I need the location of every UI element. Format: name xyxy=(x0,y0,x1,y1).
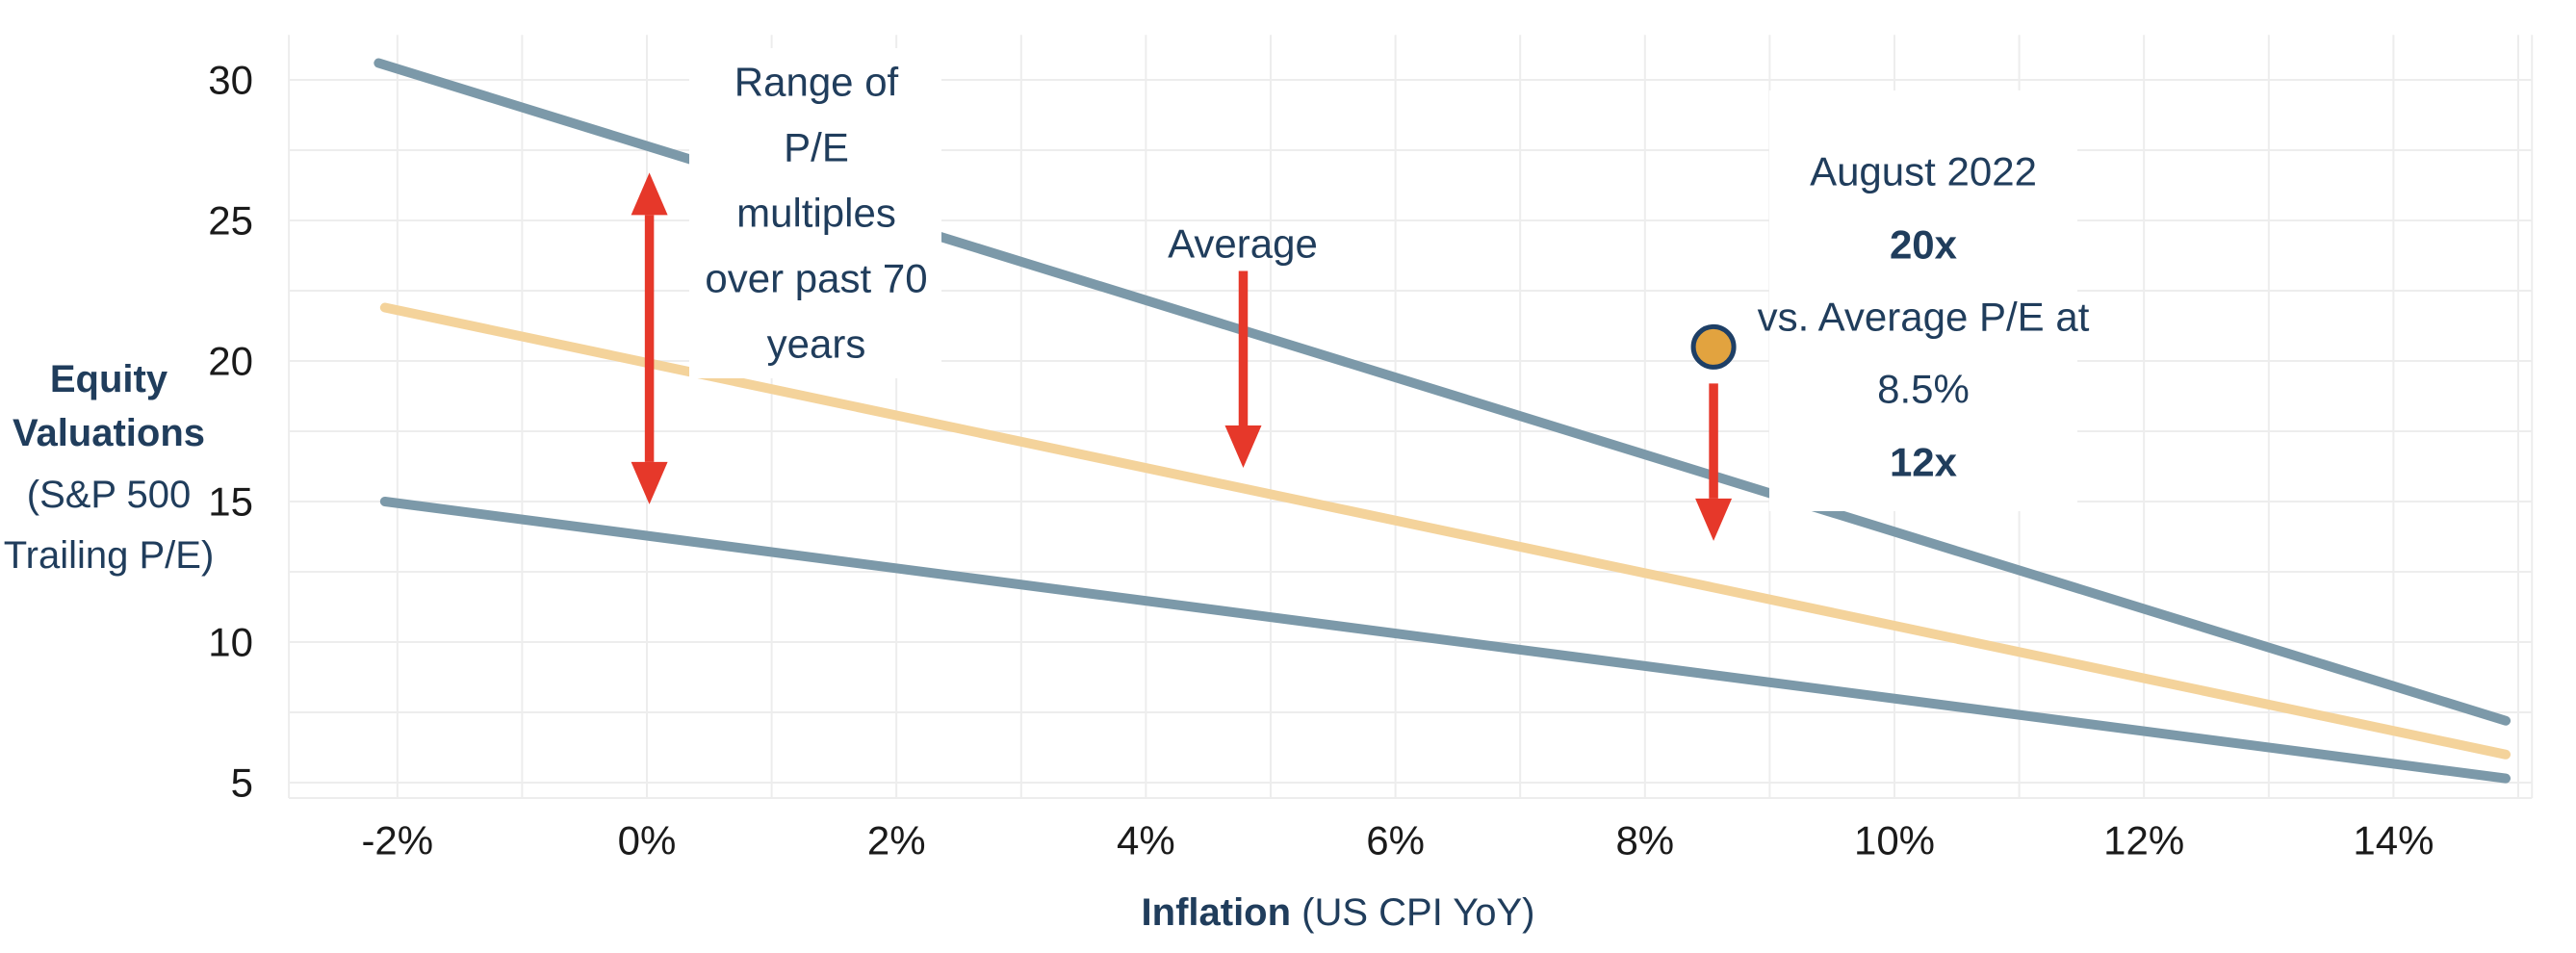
y-tick-label: 25 xyxy=(208,198,253,244)
y-tick-label: 15 xyxy=(208,479,253,525)
series-line-pe-range-lower xyxy=(379,497,2512,784)
x-tick-label: 6% xyxy=(1366,818,1425,863)
y-axis-title-line: Valuations xyxy=(13,412,205,454)
y-axis-title: Equity Valuations (S&P 500 Trailing P/E) xyxy=(4,358,215,577)
x-tick-label: 0% xyxy=(618,818,677,863)
august-annotation-line: 8.5% xyxy=(1877,367,1970,412)
august-2022-point xyxy=(1690,323,1737,370)
pe-range-span-arrow-head-up xyxy=(631,172,668,216)
annotation-arrows xyxy=(631,172,1733,541)
august-annotation-line: August 2022 xyxy=(1810,149,2037,194)
august-annotation-line: 20x xyxy=(1890,222,1958,268)
y-axis-title-line: (S&P 500 xyxy=(27,474,192,516)
range-annotation-line: Range of xyxy=(734,60,899,105)
x-tick-label: 14% xyxy=(2353,818,2434,863)
average-pointer-arrow-head-down xyxy=(1224,425,1262,468)
x-tick-label: 8% xyxy=(1615,818,1674,863)
x-tick-label: 4% xyxy=(1117,818,1175,863)
series-line-pe-average xyxy=(379,302,2512,760)
range-annotation: Range of P/E multiples over past 70 year… xyxy=(689,48,941,378)
range-annotation-box xyxy=(689,48,941,378)
x-axis-title: Inflation (US CPI YoY) xyxy=(1142,891,1535,934)
august-annotation: August 2022 20x vs. Average P/E at 8.5% … xyxy=(1758,90,2090,511)
average-annotation-label: Average xyxy=(1168,221,1318,267)
pe-range-span-arrow-head-down xyxy=(631,461,668,504)
x-tick-label: 2% xyxy=(867,818,926,863)
x-axis-ticks: -2% 0% 2% 4% 6% 8% 10% 12% 14% xyxy=(361,818,2434,863)
y-tick-label: 30 xyxy=(208,58,253,103)
august-drop-arrow-head-down xyxy=(1695,498,1733,541)
y-tick-label: 5 xyxy=(231,760,253,806)
x-axis-title-bold: Inflation xyxy=(1142,891,1292,934)
x-tick-label: -2% xyxy=(361,818,433,863)
range-annotation-line: years xyxy=(767,322,866,367)
x-axis-title-rest: (US CPI YoY) xyxy=(1291,891,1534,934)
y-axis-title-line: Trailing P/E) xyxy=(4,534,215,577)
y-axis-ticks: 5 10 15 20 25 30 xyxy=(208,58,253,806)
august-annotation-line: 12x xyxy=(1890,440,1958,485)
y-axis-title-line: Equity xyxy=(50,358,168,400)
data-marker xyxy=(1690,323,1737,370)
gridlines xyxy=(288,35,2534,800)
august-annotation-line: vs. Average P/E at xyxy=(1758,295,2090,340)
range-annotation-line: P/E xyxy=(784,125,849,170)
y-tick-label: 20 xyxy=(208,339,253,384)
x-tick-label: 12% xyxy=(2103,818,2184,863)
range-annotation-line: over past 70 xyxy=(705,256,927,301)
y-tick-label: 10 xyxy=(208,620,253,665)
range-annotation-line: multiples xyxy=(736,191,896,236)
august-annotation-box xyxy=(1769,90,2077,511)
x-tick-label: 10% xyxy=(1854,818,1935,863)
